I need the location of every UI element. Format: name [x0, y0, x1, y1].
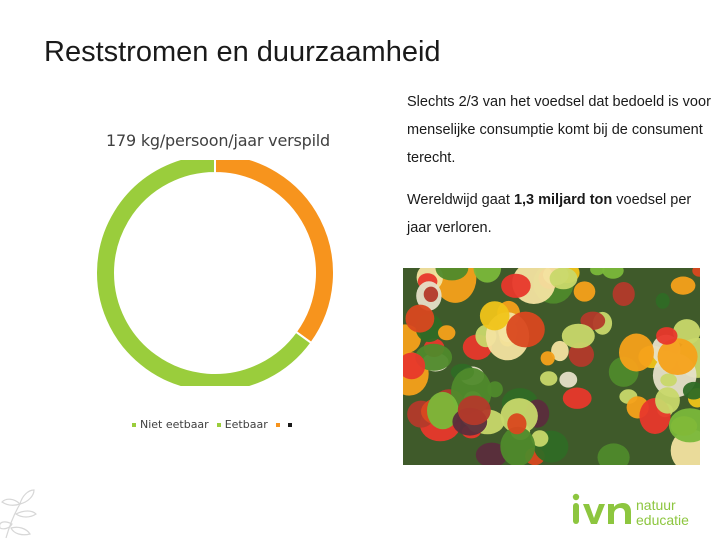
donut-slice-niet-eetbaar	[95, 160, 313, 386]
produce-item	[562, 387, 592, 409]
produce-item	[670, 276, 696, 295]
produce-item	[405, 304, 435, 333]
info-paragraph-2-bold: 1,3 miljard ton	[513, 192, 613, 208]
logo-line-2: educatie	[636, 512, 689, 528]
donut-slice-eetbaar	[214, 160, 335, 345]
legend-item: Niet eetbaar	[132, 418, 209, 431]
info-paragraph-2-suffix: voedsel per jaar verloren.	[407, 192, 692, 236]
produce-item	[692, 268, 700, 277]
produce-item	[507, 413, 527, 435]
produce-item	[423, 286, 439, 302]
legend-item	[275, 422, 280, 427]
legend-label: Niet eetbaar	[140, 418, 209, 431]
info-text: Slechts 2/3 van het voedsel dat bedoeld …	[407, 88, 717, 242]
produce-item	[668, 408, 700, 443]
produce-item	[551, 340, 569, 362]
produce-item	[457, 395, 491, 426]
produce-item	[473, 268, 502, 283]
produce-item	[682, 381, 700, 400]
produce-item	[660, 373, 677, 387]
produce-item	[597, 443, 630, 465]
produce-item	[619, 333, 654, 372]
produce-item	[655, 387, 680, 414]
chart-title: 179 kg/persoon/jaar verspild	[106, 131, 331, 150]
leaf-decoration-icon	[0, 489, 37, 539]
legend-swatch	[287, 422, 292, 427]
produce-item	[559, 371, 578, 388]
produce-item	[427, 391, 459, 430]
produce-item	[561, 323, 595, 349]
produce-item	[403, 352, 426, 380]
logo-line-1: natuur	[636, 497, 676, 513]
donut-chart	[95, 160, 335, 386]
produce-item	[487, 381, 503, 398]
produce-item	[540, 371, 558, 386]
produce-item	[540, 351, 555, 366]
food-waste-photo	[403, 268, 700, 465]
legend-item	[287, 422, 292, 427]
produce-item	[568, 342, 594, 367]
produce-item	[500, 426, 536, 465]
legend-swatch	[132, 422, 136, 427]
produce-item	[590, 268, 605, 276]
produce-item	[602, 268, 624, 279]
produce-item	[475, 442, 508, 465]
produce-item	[657, 338, 698, 375]
info-paragraph-2: Wereldwijd gaat 1,3 miljard ton voedsel …	[407, 186, 717, 242]
legend-swatch	[275, 422, 280, 427]
produce-item	[531, 430, 549, 447]
produce-item	[655, 293, 670, 309]
ivn-logo: natuur educatie	[572, 493, 689, 528]
chart-legend: Niet eetbaar Eetbaar	[132, 418, 292, 431]
produce-item	[435, 268, 469, 281]
info-paragraph-2-prefix: Wereldwijd gaat	[407, 192, 514, 208]
slide-title: Reststromen en duurzaamheid	[44, 36, 441, 68]
info-paragraph-1: Slechts 2/3 van het voedsel dat bedoeld …	[407, 94, 711, 166]
produce-item	[479, 301, 510, 331]
produce-item	[501, 273, 531, 298]
legend-label: Eetbaar	[224, 418, 268, 431]
legend-swatch	[216, 422, 221, 427]
produce-item	[612, 282, 635, 306]
produce-item	[549, 268, 578, 290]
produce-item	[573, 281, 596, 302]
produce-item	[506, 311, 545, 348]
produce-item	[438, 325, 456, 341]
produce-item	[656, 327, 678, 345]
legend-item: Eetbaar	[216, 418, 268, 431]
